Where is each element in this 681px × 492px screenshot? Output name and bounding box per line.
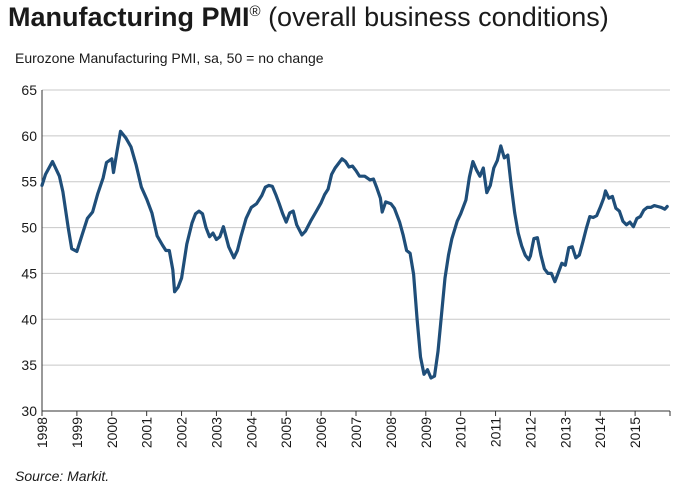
x-tick-label: 2008 <box>383 417 399 448</box>
gridlines <box>42 89 670 366</box>
chart-title-rest: (overall business conditions) <box>260 2 609 32</box>
y-tick-label: 55 <box>21 174 37 190</box>
chart-subtitle: Eurozone Manufacturing PMI, sa, 50 = no … <box>15 50 324 66</box>
x-tick-label: 2013 <box>557 417 573 448</box>
x-tick-label: 2001 <box>139 417 155 448</box>
registered-mark: ® <box>249 3 261 20</box>
x-tick-labels: 1998 1999 2000 2001 2002 2003 2004 2005 2006 2007… <box>34 417 643 448</box>
chart-title-main: Manufacturing PMI <box>8 2 250 32</box>
series-line <box>40 129 669 380</box>
x-tick-label: 2010 <box>453 417 469 448</box>
x-tick-label: 2003 <box>208 417 224 448</box>
x-tick-label: 2015 <box>627 417 643 448</box>
axes <box>41 90 671 416</box>
y-tick-label: 45 <box>21 265 37 281</box>
x-tick-label: 2009 <box>418 417 434 448</box>
y-tick-label: 50 <box>21 220 37 236</box>
x-tick-label: 1999 <box>69 417 85 448</box>
y-tick-label: 30 <box>21 403 37 419</box>
x-tick-label: 2012 <box>522 417 538 448</box>
source-note: Source: Markit. <box>15 468 110 484</box>
y-tick-label: 60 <box>21 128 37 144</box>
y-tick-label: 40 <box>21 311 37 327</box>
x-tick-label: 2004 <box>243 417 259 448</box>
x-tick-label: 2005 <box>278 417 294 448</box>
y-tick-labels: 30 35 40 45 50 55 60 65 <box>21 82 37 419</box>
x-tick-label: 2000 <box>104 417 120 448</box>
x-tick-label: 2002 <box>174 417 190 448</box>
chart-title: Manufacturing PMI® (overall business con… <box>8 2 609 33</box>
y-tick-label: 35 <box>21 357 37 373</box>
x-tick-label: 2007 <box>348 417 364 448</box>
x-tick-label: 2006 <box>313 417 329 448</box>
x-tick-label: 2014 <box>592 417 608 448</box>
y-tick-label: 65 <box>21 82 37 98</box>
x-tick-label: 2011 <box>488 417 504 447</box>
x-tick-label: 1998 <box>34 417 50 448</box>
